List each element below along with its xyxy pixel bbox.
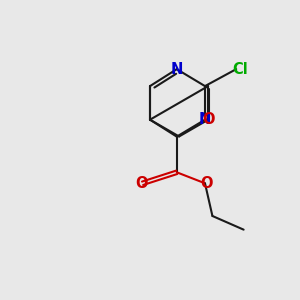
Text: O: O [200,176,213,191]
Text: N: N [199,112,211,127]
Text: O: O [135,176,147,191]
Text: O: O [202,112,214,127]
Text: Cl: Cl [232,62,248,77]
Text: N: N [171,62,183,77]
